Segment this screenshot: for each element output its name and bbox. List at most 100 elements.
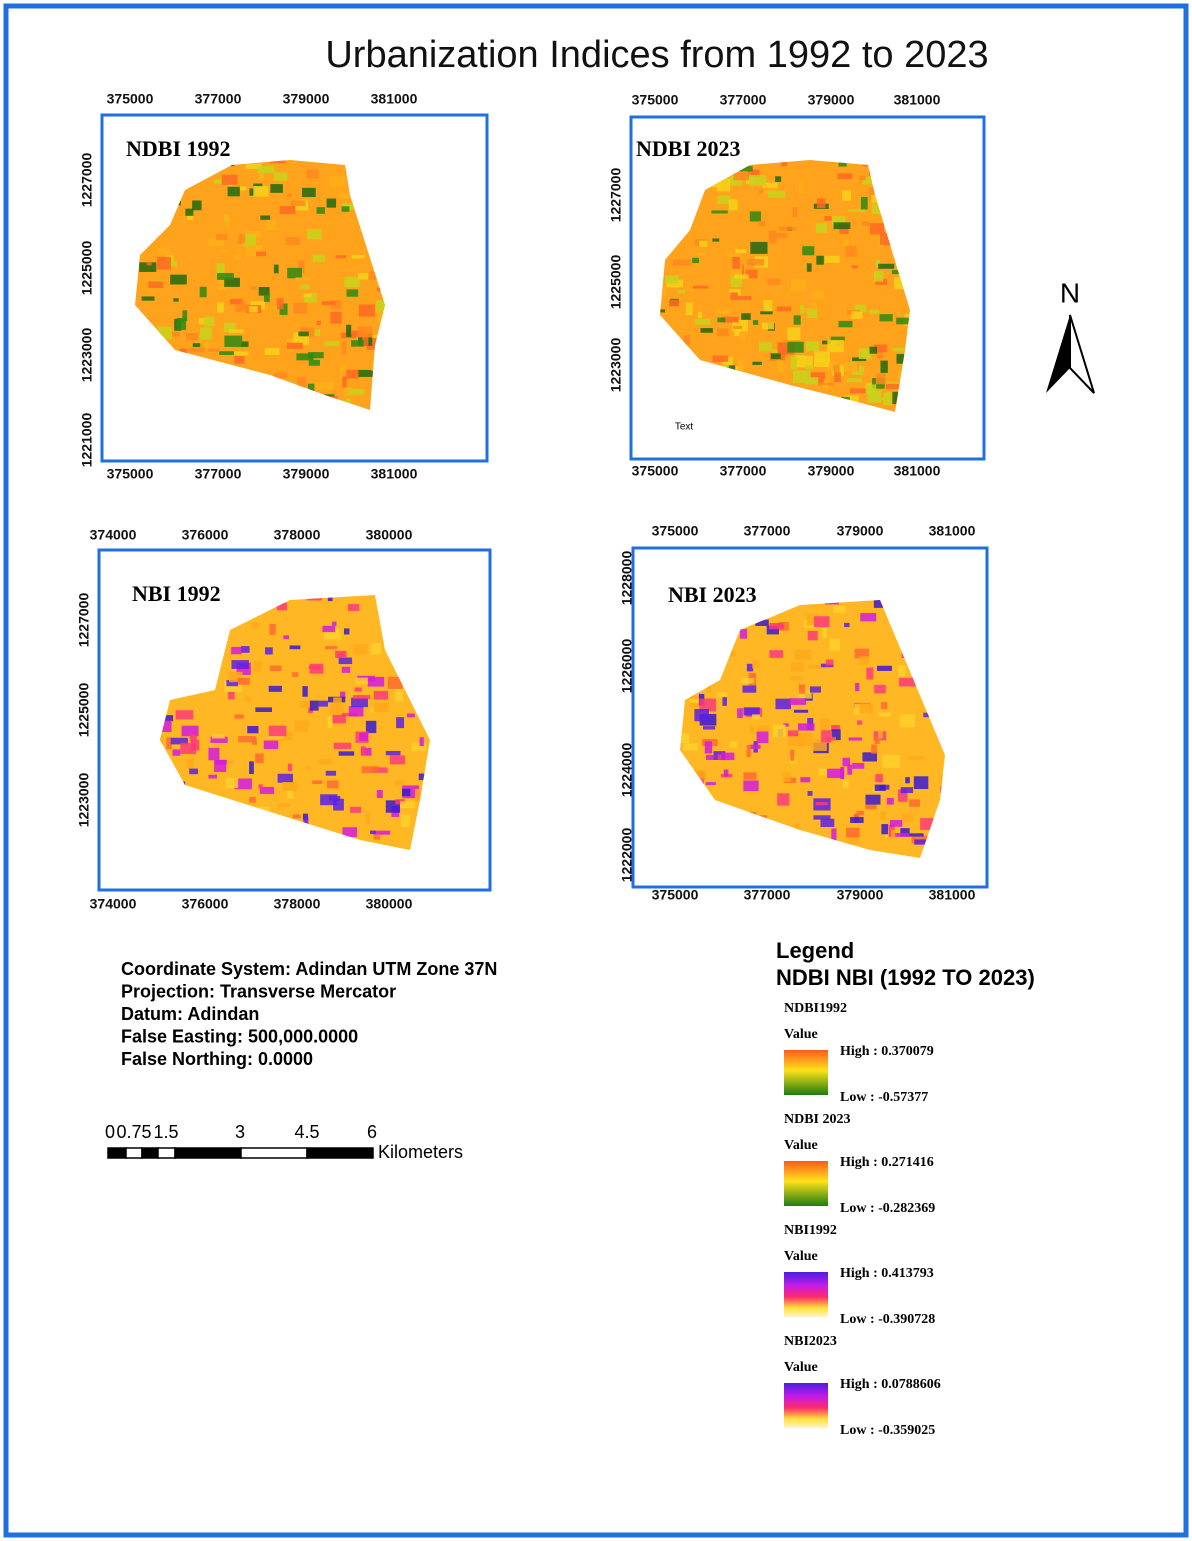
coordinate-info: Coordinate System: Adindan UTM Zone 37NP…	[121, 959, 497, 1069]
raster-pixel	[794, 710, 808, 713]
raster-pixel	[843, 780, 849, 788]
raster-pixel	[856, 811, 863, 815]
north-arrow-right	[1070, 315, 1094, 393]
raster-pixel	[733, 326, 742, 329]
raster-pixel	[811, 303, 817, 310]
raster-pixel	[740, 333, 745, 340]
raster-pixel	[241, 341, 248, 346]
raster-pixel	[712, 356, 728, 362]
legend-low: Low : -0.57377	[840, 1090, 928, 1105]
raster-pixel	[249, 761, 254, 774]
scale-segment	[241, 1148, 307, 1158]
raster-pixel	[342, 376, 346, 387]
raster-pixel	[264, 741, 279, 750]
raster-pixel	[773, 725, 786, 738]
raster-pixel	[851, 311, 862, 318]
raster-pixel	[750, 211, 761, 221]
raster-pixel	[371, 643, 381, 654]
raster-pixel	[176, 710, 194, 719]
raster-pixel	[874, 685, 886, 693]
panel-label: NBI 2023	[668, 582, 757, 607]
raster-pixel	[791, 662, 804, 671]
raster-pixel	[186, 333, 198, 340]
raster-pixel	[846, 246, 857, 257]
top-tick-label: 379000	[808, 92, 855, 108]
raster-pixel	[833, 365, 839, 372]
raster-pixel	[818, 382, 834, 385]
raster-pixel	[823, 627, 827, 638]
raster-pixel	[984, 298, 1002, 307]
legend-item-field: Value	[784, 1360, 818, 1375]
raster-pixel	[351, 340, 364, 346]
raster-pixel	[886, 384, 901, 389]
left-tick-label: 1223000	[608, 338, 624, 393]
coordinate-line: Coordinate System: Adindan UTM Zone 37N	[121, 959, 497, 979]
raster-pixel	[907, 756, 924, 760]
raster-pixel	[277, 803, 290, 807]
legend-item-name: NBI1992	[784, 1223, 837, 1238]
raster-pixel	[729, 199, 738, 210]
raster-pixel	[740, 629, 747, 639]
raster-pixel	[351, 698, 368, 708]
bottom-tick-label: 374000	[90, 896, 137, 912]
raster-pixel	[230, 299, 243, 304]
raster-pixel	[800, 777, 810, 782]
raster-pixel	[775, 176, 781, 182]
top-tick-label: 380000	[366, 527, 413, 543]
raster-pixel	[339, 751, 355, 755]
raster-pixel	[349, 389, 364, 394]
raster-pixel	[870, 347, 878, 354]
raster-pixel	[188, 348, 205, 353]
raster-pixel	[909, 799, 920, 806]
raster-pixel	[799, 181, 804, 193]
raster-pixel	[820, 819, 834, 827]
raster-pixel	[724, 769, 729, 776]
raster-pixel	[747, 259, 764, 266]
bottom-tick-label: 381000	[894, 463, 941, 479]
raster-pixel	[875, 785, 886, 791]
raster-pixel	[338, 653, 344, 657]
raster-pixel	[208, 748, 219, 761]
legend-item-name: NDBI 2023	[784, 1112, 851, 1127]
raster-pixel	[875, 774, 883, 782]
raster-pixel	[400, 801, 415, 808]
map-panel: NDBI 19923750003770003790003810003750003…	[79, 91, 494, 482]
raster-pixel	[269, 686, 282, 692]
map-panel: NBI 199237400037600037800038000037400037…	[76, 527, 501, 912]
raster-pixel	[694, 709, 709, 721]
raster-pixel	[270, 666, 282, 672]
raster-pixel	[769, 623, 783, 629]
raster-pixel	[287, 193, 292, 196]
left-tick-label: 1222000	[619, 828, 635, 883]
legend-item-field: Value	[784, 1138, 818, 1153]
bottom-tick-label: 375000	[632, 463, 679, 479]
bottom-tick-label: 377000	[195, 466, 242, 482]
panel-note: Text	[675, 422, 694, 433]
raster-pixel	[893, 348, 904, 351]
raster-pixel	[880, 314, 893, 321]
raster-pixel	[861, 197, 868, 210]
raster-pixel	[356, 678, 368, 684]
bottom-tick-label: 377000	[744, 887, 791, 903]
raster-pixel	[355, 687, 362, 691]
raster-pixel	[788, 730, 798, 736]
raster-pixel	[280, 206, 296, 214]
raster-pixel	[291, 200, 305, 206]
raster-pixel	[678, 290, 685, 293]
raster-pixel	[420, 737, 424, 746]
raster-pixel	[834, 222, 851, 229]
raster-pixel	[722, 696, 726, 705]
raster-pixel	[182, 726, 199, 737]
raster-pixel	[744, 707, 760, 715]
legend-high: High : 0.370079	[840, 1044, 934, 1059]
raster-pixel	[327, 199, 337, 208]
raster-pixel	[225, 216, 229, 227]
raster-pixel	[865, 804, 876, 809]
raster-pixel	[374, 691, 388, 700]
raster-pixel	[777, 793, 789, 805]
raster-pixel	[914, 776, 928, 789]
raster-pixel	[334, 743, 351, 749]
raster-pixel	[814, 359, 829, 367]
raster-pixel	[721, 753, 734, 760]
panel-label: NDBI 2023	[636, 136, 741, 161]
